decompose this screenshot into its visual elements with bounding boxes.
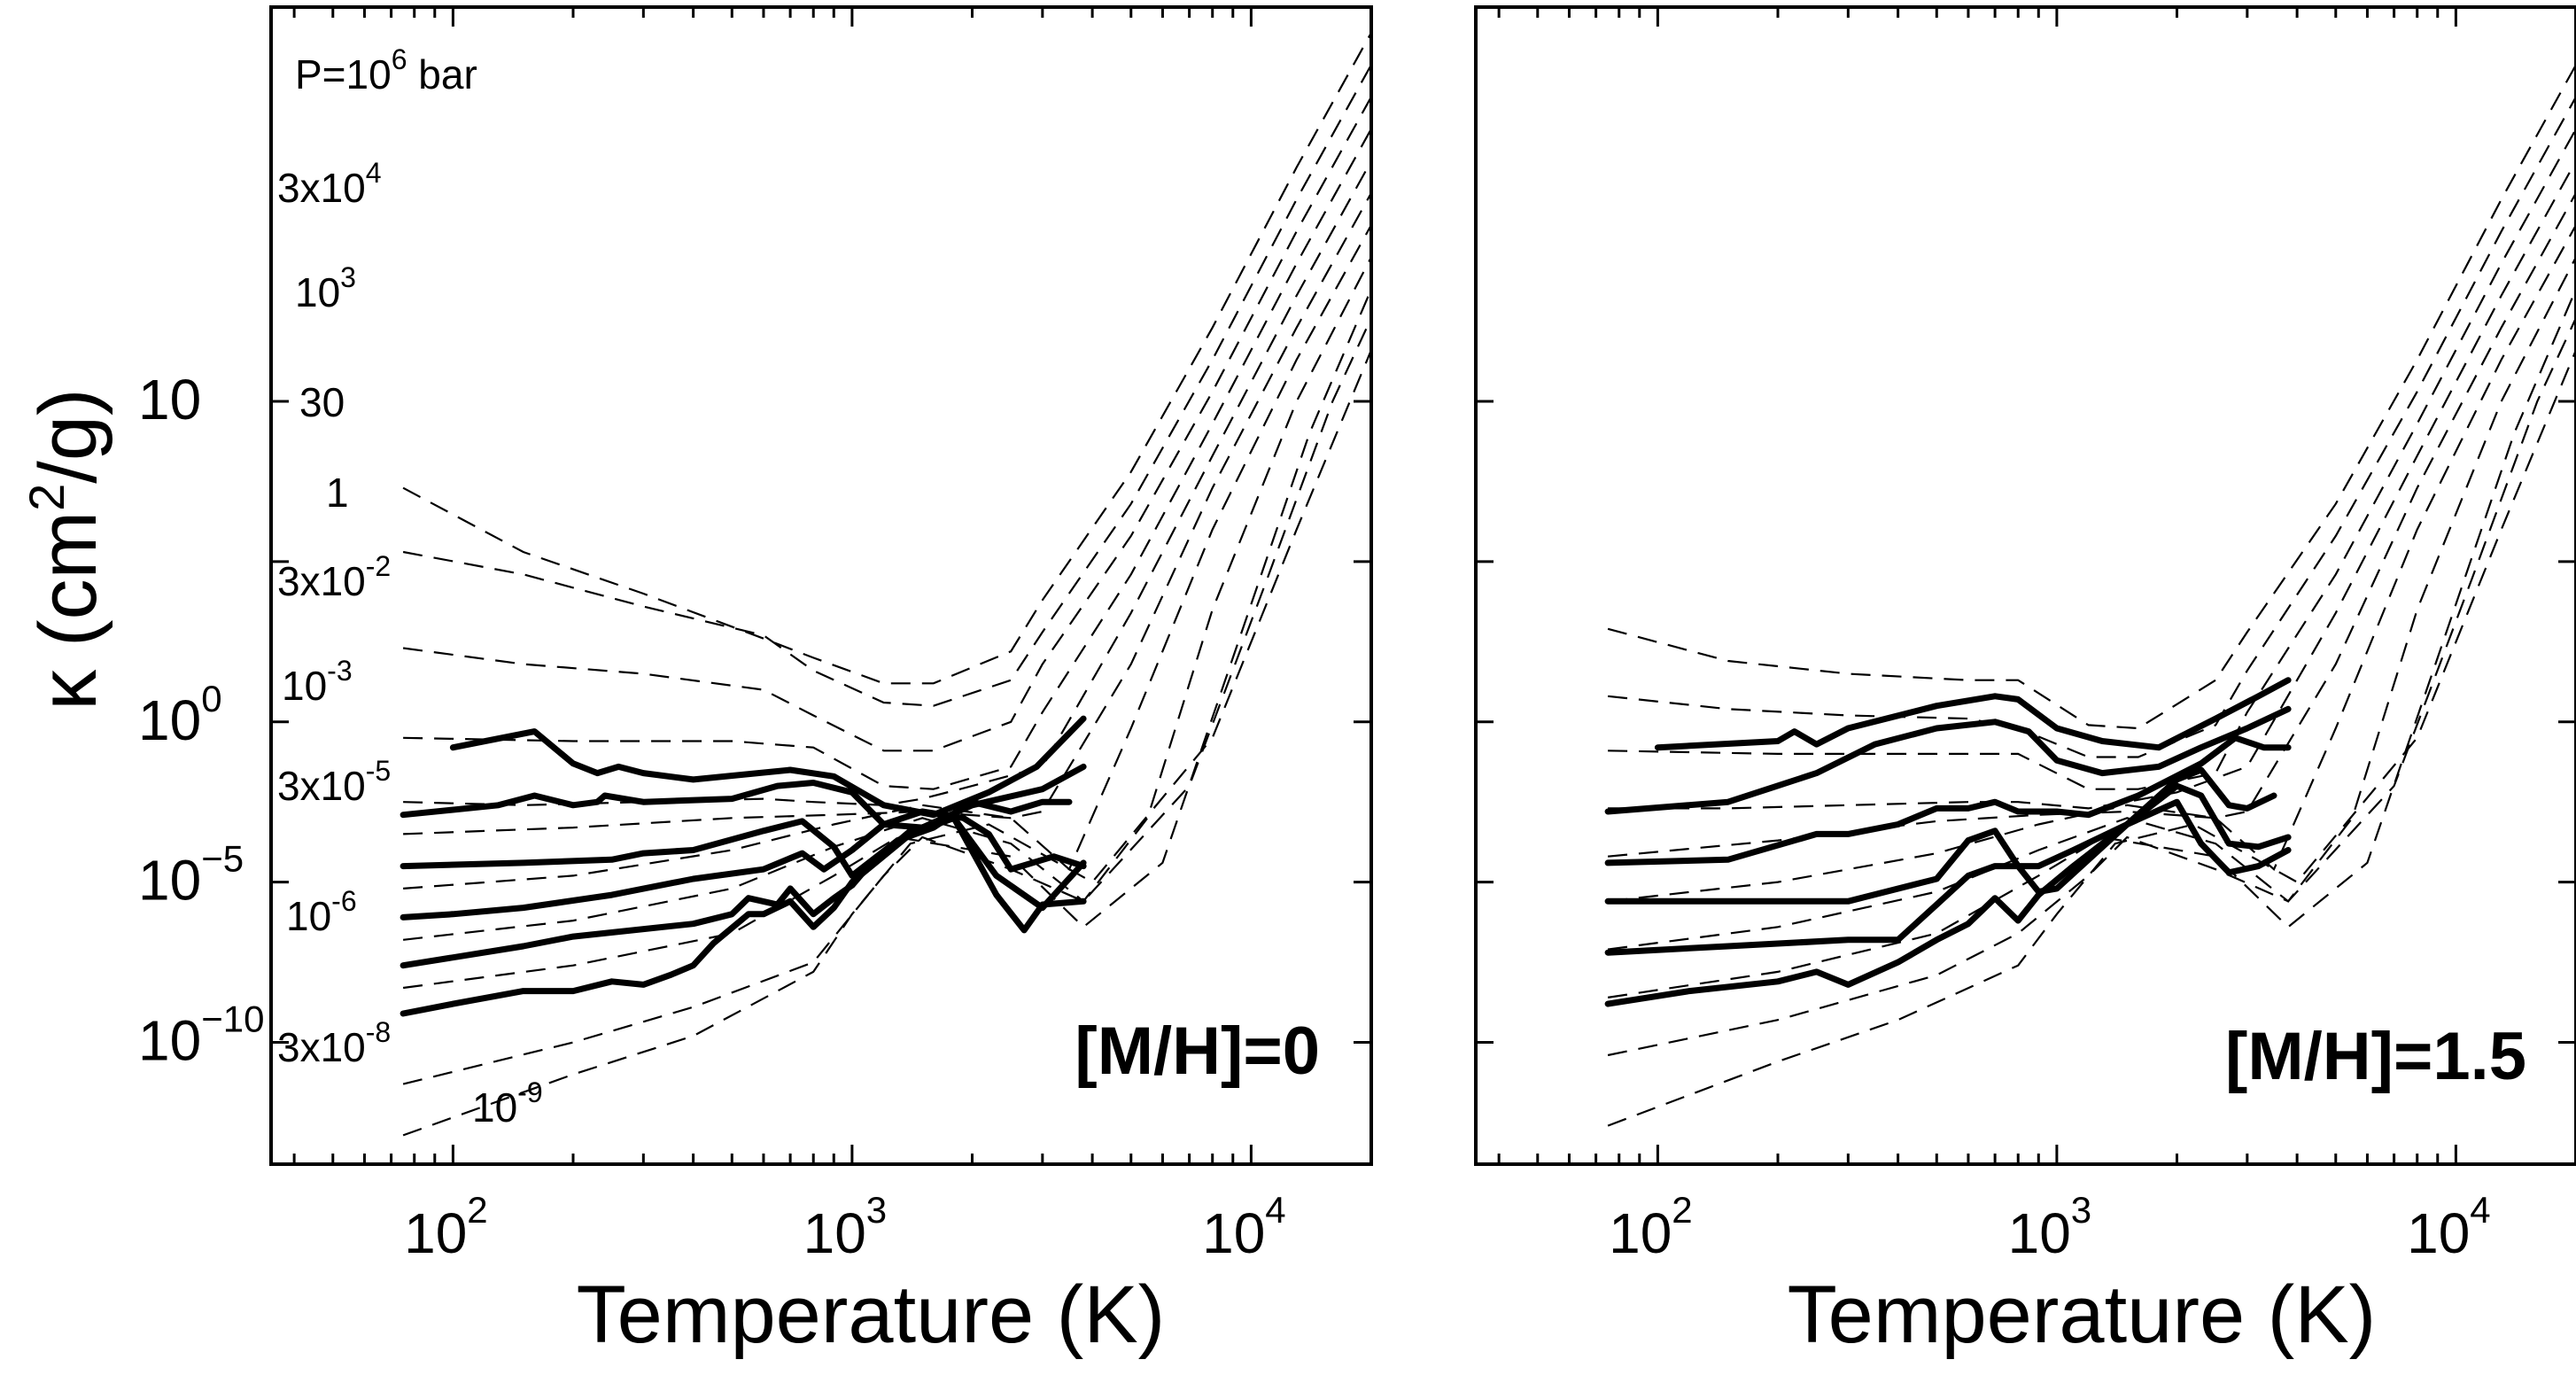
x-tick-label: 104 [1202,1189,1286,1265]
y-axis-label-exponent: 2 [19,484,74,511]
panel-m-h-0-annotation: [M/H]=0 [1075,1014,1320,1089]
series-line-3x10e-2 [1607,224,2576,903]
series-group [400,32,1371,1137]
series-line-3x10e-5 [402,256,1371,941]
y-axis-label-text: κ (cm2/g) [19,388,113,710]
x-axis-label: Temperature (K) [577,1270,1166,1360]
y-tick-exponent: −5 [201,838,244,880]
series-line-10e-9 [402,349,1371,1137]
x-tick-label: 104 [2407,1189,2491,1265]
pressure-label-5: 1 [326,470,349,516]
pressure-label-exponent: -3 [327,655,352,687]
series-line-3x10e-8 [1607,349,2576,1127]
series-line-3x10e-5-computed [1604,782,2292,956]
pressure-label-exponent: 3 [340,261,356,293]
series-line-10e-3 [1607,256,2576,951]
series-line-3x10e4 [1607,96,2576,758]
x-tick-exponent: 3 [2071,1189,2091,1231]
pressure-label-6: 3x10-2 [277,550,391,604]
series-line-30-computed [1654,677,2292,751]
pressure-label-exponent: 6 [392,43,407,75]
pressure-label-4: 30 [299,379,345,425]
x-tick-exponent: 4 [2470,1189,2490,1231]
series-line-10e-6 [402,288,1371,990]
series-line-1-computed [1604,705,2292,815]
series-line-10e-3-computed [1604,766,2277,905]
panel-m-h-0-plot-area [400,32,1371,1137]
x-tick-exponent: 2 [1672,1189,1692,1231]
pressure-label-8: 3x10-5 [277,755,391,809]
series-line-3x10e4 [402,64,1371,707]
x-tick-exponent: 2 [467,1189,487,1231]
pressure-label-11: 10-9 [472,1076,543,1130]
series-line-3x10e-2-computed [1604,734,2292,866]
plot-frame [1474,5,2576,1166]
y-axis-label-unit: /g) [23,388,113,483]
y-tick-exponent: −10 [201,998,264,1040]
series-line-10e3 [402,96,1371,752]
series-line-3x10e-2 [403,192,1371,835]
series-line-1 [403,160,1371,806]
series-line-p-10e6-bar [402,32,1371,685]
pressure-label-7: 10-3 [282,655,353,709]
x-tick-label: 102 [404,1189,488,1265]
pressure-label-2: 3x104 [277,157,382,211]
series-line-10e-3-computed [400,808,1087,921]
panel-m-h-1-5-plot-area [1604,64,2576,1127]
x-tick-exponent: 4 [1265,1189,1285,1231]
y-tick-exponent: 0 [201,678,221,719]
pressure-label-exponent: -5 [366,755,391,787]
pressure-label-exponent: -8 [366,1016,391,1048]
series-line-10e-6-computed [400,814,1087,1017]
series-line-30 [1608,160,2576,810]
series-line-10e-3 [403,224,1371,890]
pressure-label-3: 103 [295,261,356,315]
series-group [1604,64,2576,1127]
pressure-label-exponent: -9 [517,1076,542,1108]
y-tick-label: 10−10 [138,998,264,1073]
x-axis-label: Temperature (K) [1788,1270,2377,1360]
plot-frame [269,5,1373,1166]
pressure-label-exponent: -2 [366,550,391,582]
x-tick-label: 103 [803,1189,888,1265]
pressure-label-9: 10-6 [286,885,357,939]
series-line-1 [1607,192,2576,858]
x-tick-label: 102 [1609,1189,1693,1265]
pressure-label-exponent: -6 [331,885,356,917]
pressure-label-unit: bar [407,51,477,97]
series-line-3x10e-8 [402,317,1371,1085]
series-line-10e-6-computed [1604,798,2292,1007]
pressure-label-10: 3x10-8 [277,1016,391,1070]
x-tick-label: 103 [2008,1189,2092,1265]
pressure-label-exponent: 4 [366,157,382,189]
y-tick-label: 10 [138,368,201,431]
panel-m-h-1-5: 102 103 104 [M/H]=1.5 Temperature (K) [1474,5,2576,1360]
y-tick-label: 10−5 [138,838,244,913]
series-line-3x10e-5 [1607,288,2576,998]
x-tick-exponent: 3 [866,1189,887,1231]
y-axis-label: κ (cm2/g) [19,388,113,710]
y-tick-label: 100 [138,678,222,752]
series-line-3x10e-5-computed [400,814,1087,969]
panel-m-h-1-5-axes: 102 103 104 [1474,5,2576,1265]
series-line-p-10e6-bar [1607,64,2576,730]
series-line-10e-6 [1607,317,2576,1057]
panel-m-h-1-5-annotation: [M/H]=1.5 [2225,1019,2526,1094]
series-line-30-computed [449,715,1087,819]
series-line-3x10e-2-computed [400,798,1073,879]
pressure-label-1: P=106 bar [295,43,477,97]
